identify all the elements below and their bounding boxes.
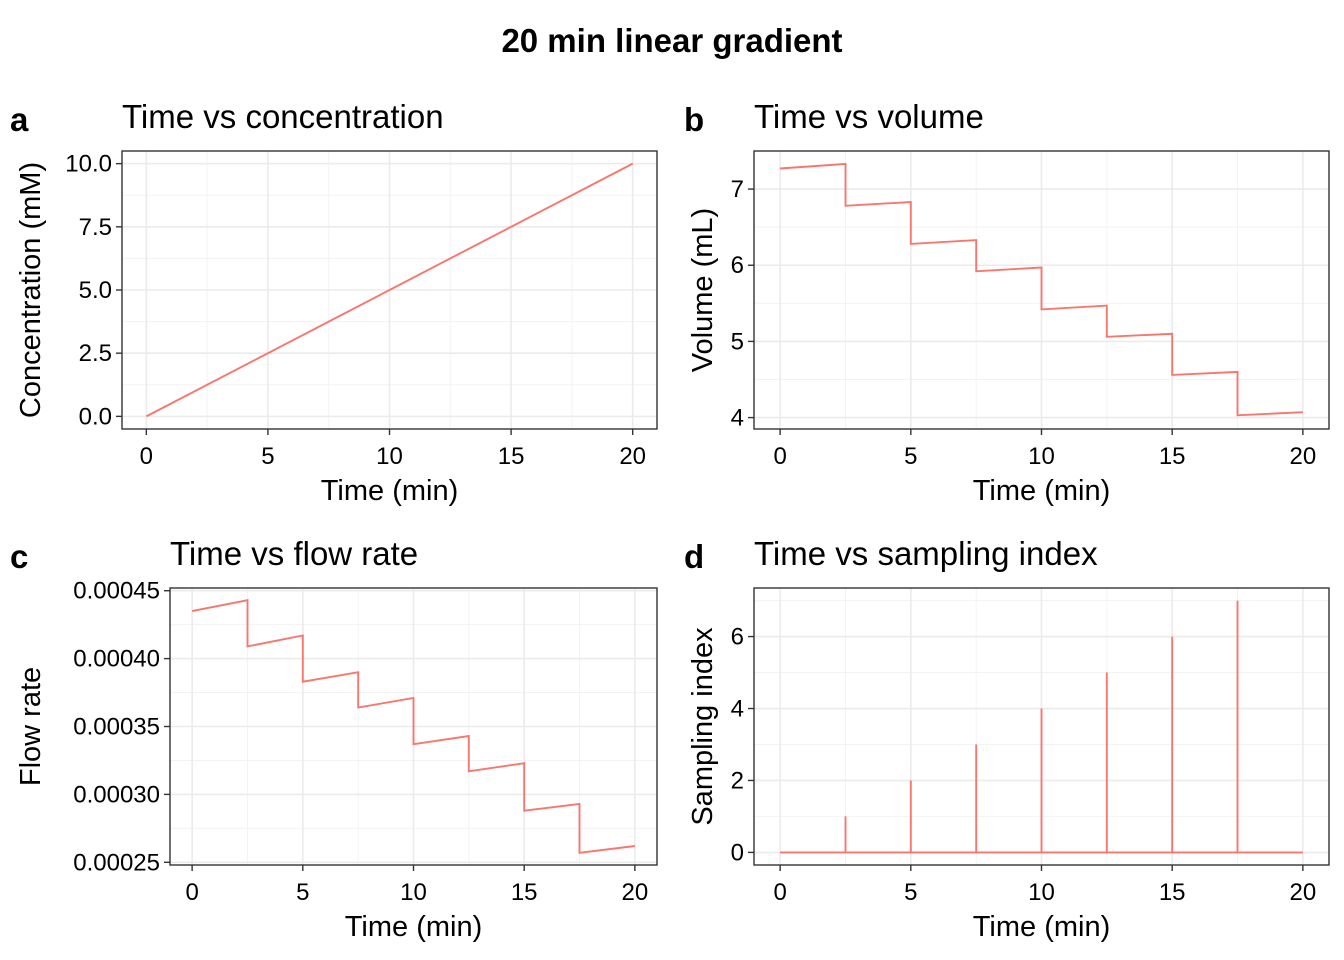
x-tick-label: 5 (261, 443, 274, 470)
x-tick-label: 15 (1159, 879, 1186, 906)
x-tick-label: 20 (619, 443, 646, 470)
y-tick-label: 6 (731, 624, 744, 651)
y-tick-label: 0.00025 (73, 849, 160, 876)
x-tick-label: 10 (1028, 879, 1055, 906)
y-tick-label: 4 (731, 696, 744, 723)
x-tick-label: 15 (511, 879, 538, 906)
y-tick-label: 2.5 (79, 340, 112, 367)
x-tick-label: 15 (498, 443, 525, 470)
panel-d: 0 5 10 15 20 0 2 4 6 Time (min) Sampling index d Tim… (684, 535, 1330, 943)
panel-c: 0 5 10 15 20 0.00025 0.00030 0.00035 0.00040 0.00… (10, 535, 658, 943)
y-tick-label: 5.0 (79, 277, 112, 304)
y-tick-label: 0.0 (79, 403, 112, 430)
x-tick-label: 20 (1290, 443, 1317, 470)
x-tick-label: 0 (140, 443, 153, 470)
panel-tag: c (10, 538, 28, 575)
panel-tag: d (684, 538, 704, 575)
x-axis-title: Time (min) (345, 911, 482, 943)
panel-tag: a (10, 101, 29, 138)
series-line (780, 600, 1303, 854)
y-tick-label: 0.00035 (73, 714, 160, 741)
panel-b: 0 5 10 15 20 4 5 6 7 Time (min) Volume (mL) b Time v… (684, 98, 1330, 507)
panel-subtitle: Time vs sampling index (754, 535, 1098, 572)
x-tick-label: 10 (1028, 443, 1055, 470)
x-tick-label: 5 (904, 443, 917, 470)
x-tick-label: 15 (1159, 443, 1186, 470)
y-tick-label: 0 (731, 839, 744, 866)
y-tick-label: 10.0 (65, 151, 112, 178)
series-line (191, 599, 636, 854)
x-axis-title: Time (min) (973, 475, 1110, 507)
y-axis-title: Flow rate (15, 667, 47, 786)
y-tick-label: 0.00040 (73, 646, 160, 673)
x-tick-label: 0 (773, 879, 786, 906)
x-axis-title: Time (min) (321, 475, 458, 507)
series-line (145, 162, 634, 418)
x-tick-label: 5 (296, 879, 309, 906)
y-tick-label: 6 (731, 252, 744, 279)
panel-tag: b (684, 101, 704, 138)
y-axis-title: Concentration (mM) (15, 162, 47, 418)
x-tick-label: 20 (622, 879, 649, 906)
x-tick-label: 20 (1290, 879, 1317, 906)
x-tick-label: 10 (400, 879, 427, 906)
x-tick-label: 0 (185, 879, 198, 906)
y-axis-title: Sampling index (687, 627, 719, 826)
x-tick-label: 0 (773, 443, 786, 470)
series-line (780, 162, 1303, 417)
y-tick-label: 5 (731, 328, 744, 355)
panel-a: 0 5 10 15 20 0.0 2.5 5.0 7.5 10.0 Time (min) Concen… (10, 98, 658, 507)
panel-subtitle: Time vs concentration (122, 98, 444, 135)
panel-subtitle: Time vs volume (754, 98, 984, 135)
y-tick-label: 0.00030 (73, 781, 160, 808)
x-axis-title: Time (min) (973, 911, 1110, 943)
figure-title: 20 min linear gradient (501, 22, 843, 59)
panel-subtitle: Time vs flow rate (170, 535, 418, 572)
x-tick-label: 5 (904, 879, 917, 906)
y-tick-label: 4 (731, 405, 744, 432)
y-tick-label: 7.5 (79, 214, 112, 241)
y-axis-title: Volume (mL) (687, 208, 719, 372)
x-tick-label: 10 (376, 443, 403, 470)
y-tick-label: 7 (731, 176, 744, 203)
y-tick-label: 2 (731, 767, 744, 794)
y-tick-label: 0.00045 (73, 578, 160, 605)
